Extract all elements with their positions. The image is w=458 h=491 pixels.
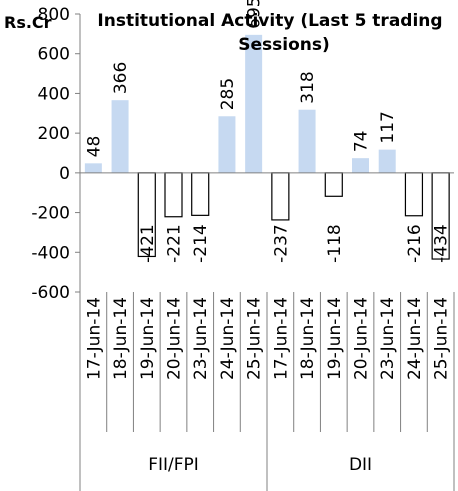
x-tick-label: 20-Jun-14: [352, 297, 372, 380]
y-tick-label: 400: [38, 84, 70, 104]
x-group-label: DII: [349, 455, 372, 475]
y-tick-label: 0: [59, 164, 70, 184]
axes-layer: [79, 14, 454, 292]
bar: [298, 109, 316, 173]
data-label: 74: [352, 131, 372, 153]
data-label: -214: [191, 224, 211, 263]
bar: [84, 163, 102, 173]
y-ticks: 800 600 400 200 0 -200 -400 -600: [31, 5, 80, 303]
x-tick-label: 23-Jun-14: [378, 297, 398, 380]
bar: [164, 172, 183, 218]
data-label: 695: [245, 0, 265, 29]
y-tick-label: -600: [31, 283, 70, 303]
x-tick-label: 17-Jun-14: [271, 297, 291, 380]
data-label: -221: [165, 224, 185, 263]
bar: [245, 34, 263, 173]
x-tick-label: 17-Jun-14: [84, 297, 104, 380]
bar: [271, 172, 290, 221]
bar: [191, 172, 210, 216]
x-tick-label: 20-Jun-14: [165, 297, 185, 380]
x-group-label: FII/FPI: [148, 455, 199, 475]
x-tick-label: 24-Jun-14: [405, 297, 425, 380]
unit-label: Rs.Cr: [4, 13, 52, 32]
x-axis-table: 17-Jun-14 18-Jun-14 19-Jun-14 20-Jun-14 23-J…: [79, 292, 455, 491]
data-label: -237: [271, 224, 291, 263]
bars-layer: [84, 34, 450, 260]
x-tick-label: 25-Jun-14: [432, 297, 452, 380]
x-tick-label: 18-Jun-14: [111, 297, 131, 380]
x-tick-label: 18-Jun-14: [298, 297, 318, 380]
chart-title-line-1: Institutional Activity (Last 5 trading: [97, 11, 442, 31]
bar: [218, 116, 236, 173]
x-tick-label: 25-Jun-14: [245, 297, 265, 380]
chart-title-line-2: Sessions): [238, 35, 330, 55]
bar: [404, 172, 424, 217]
bar: [324, 172, 343, 197]
data-label: -434: [432, 224, 452, 263]
data-label: 117: [378, 111, 398, 143]
y-tick-label: 800: [38, 5, 70, 25]
y-tick-label: -200: [31, 204, 70, 224]
x-tick-label: 24-Jun-14: [218, 297, 238, 380]
y-tick-label: -400: [31, 243, 70, 263]
x-tick-label: 19-Jun-14: [325, 297, 345, 380]
data-label: -421: [138, 224, 158, 263]
bar: [111, 100, 129, 173]
bar: [378, 149, 396, 173]
y-tick-label: 600: [38, 45, 70, 65]
x-tick-label: 19-Jun-14: [138, 297, 158, 380]
bar: [352, 158, 369, 173]
x-tick-label: 23-Jun-14: [191, 297, 211, 380]
data-label: -118: [325, 224, 345, 263]
data-labels: 48 366 -421 -221 -214 285 695 -237 318 -118 74 117 -…: [84, 0, 451, 263]
y-tick-label: 200: [38, 124, 70, 144]
data-label: -216: [405, 224, 425, 263]
data-label: 48: [84, 136, 104, 158]
data-label: 366: [111, 62, 131, 94]
data-label: 318: [298, 71, 318, 103]
data-label: 285: [218, 78, 238, 110]
